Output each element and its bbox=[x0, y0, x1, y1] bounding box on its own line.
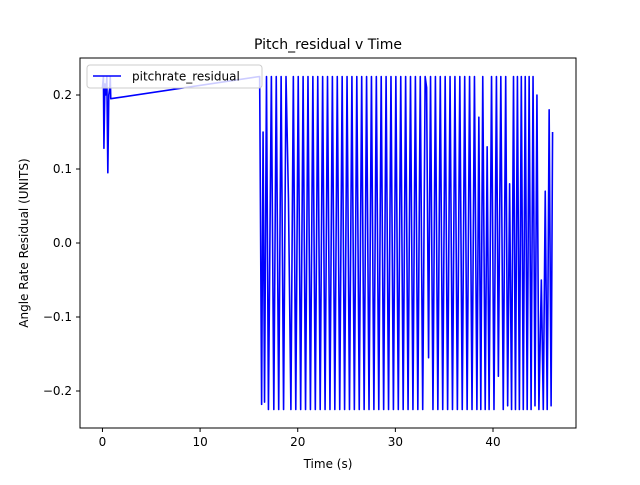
y-tick-label: 0.1 bbox=[53, 162, 72, 176]
x-tick-label: 30 bbox=[388, 435, 403, 449]
x-tick-label: 10 bbox=[192, 435, 207, 449]
series-layer bbox=[101, 75, 554, 411]
y-tick-label: −0.2 bbox=[43, 384, 72, 398]
chart-title: Pitch_residual v Time bbox=[254, 37, 402, 53]
y-tick-label: 0.2 bbox=[53, 88, 72, 102]
x-axis-label: Time (s) bbox=[303, 457, 353, 471]
x-axis-ticks: 0 10 20 30 40 bbox=[99, 428, 501, 449]
x-tick-label: 0 bbox=[99, 435, 107, 449]
legend-label-pitchrate-residual: pitchrate_residual bbox=[132, 70, 240, 84]
legend: pitchrate_residual bbox=[86, 64, 263, 89]
y-tick-label: −0.1 bbox=[43, 310, 72, 324]
y-axis-ticks: −0.2 −0.1 0.0 0.1 0.2 bbox=[43, 88, 80, 398]
x-tick-label: 40 bbox=[485, 435, 500, 449]
y-tick-label: 0.0 bbox=[53, 236, 72, 250]
x-tick-label: 20 bbox=[290, 435, 305, 449]
y-axis-label: Angle Rate Residual (UNITS) bbox=[17, 158, 31, 327]
legend-box bbox=[86, 64, 263, 89]
series-line-pitchrate-residual bbox=[101, 75, 554, 411]
plot-frame bbox=[79, 57, 577, 429]
